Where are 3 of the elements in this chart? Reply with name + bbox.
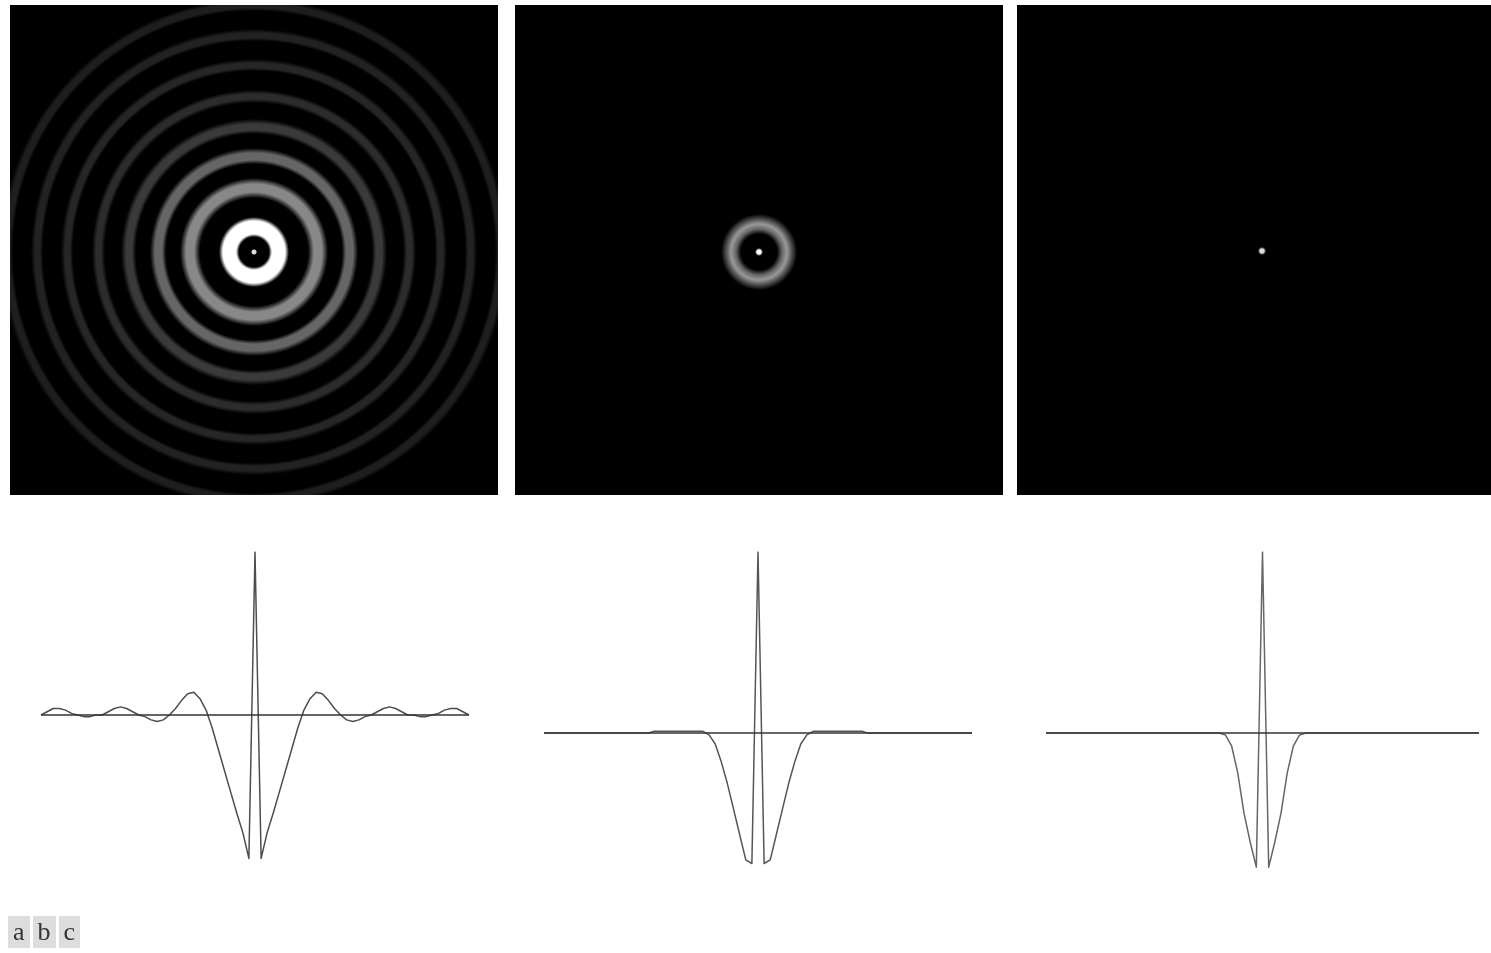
text: c xyxy=(58,916,81,948)
text: a xyxy=(8,916,30,948)
text: b xyxy=(32,916,56,948)
